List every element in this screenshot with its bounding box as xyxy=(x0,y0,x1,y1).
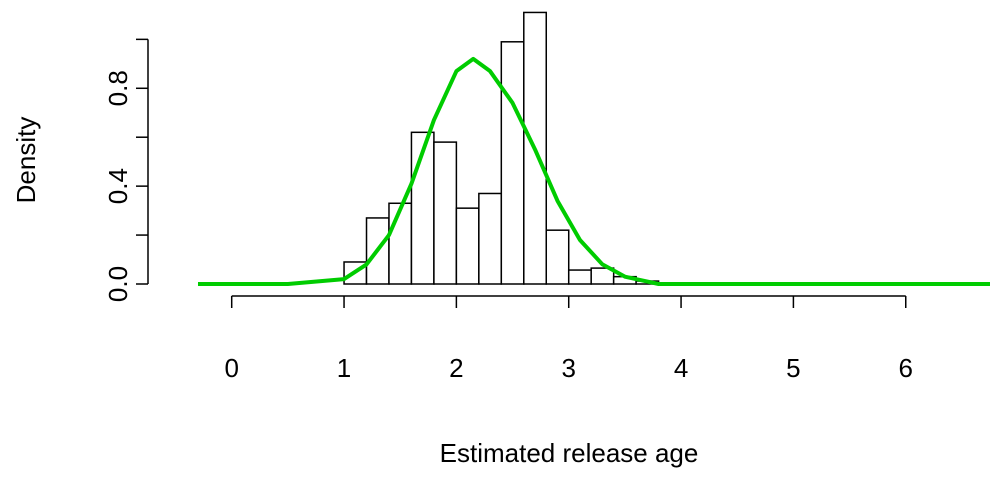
y-tick-label: 0.8 xyxy=(103,70,133,106)
y-tick-label: 0.4 xyxy=(103,168,133,204)
x-axis-label: Estimated release age xyxy=(440,438,699,468)
bar xyxy=(567,269,592,285)
x-tick-label: 6 xyxy=(899,353,913,383)
bar xyxy=(478,192,503,285)
x-tick-label: 5 xyxy=(786,353,800,383)
x-tick-label: 2 xyxy=(449,353,463,383)
x-tick-label: 1 xyxy=(337,353,351,383)
x-tick-label: 3 xyxy=(561,353,575,383)
bar xyxy=(455,207,480,285)
y-axis-label: Density xyxy=(11,117,41,204)
y-tick-label: 0.0 xyxy=(103,266,133,302)
bar xyxy=(388,202,413,285)
bar xyxy=(545,229,570,285)
density-line xyxy=(198,56,990,286)
x-tick-label: 0 xyxy=(224,353,238,383)
x-tick-label: 4 xyxy=(674,353,688,383)
bar xyxy=(500,41,525,285)
bar xyxy=(433,141,458,285)
